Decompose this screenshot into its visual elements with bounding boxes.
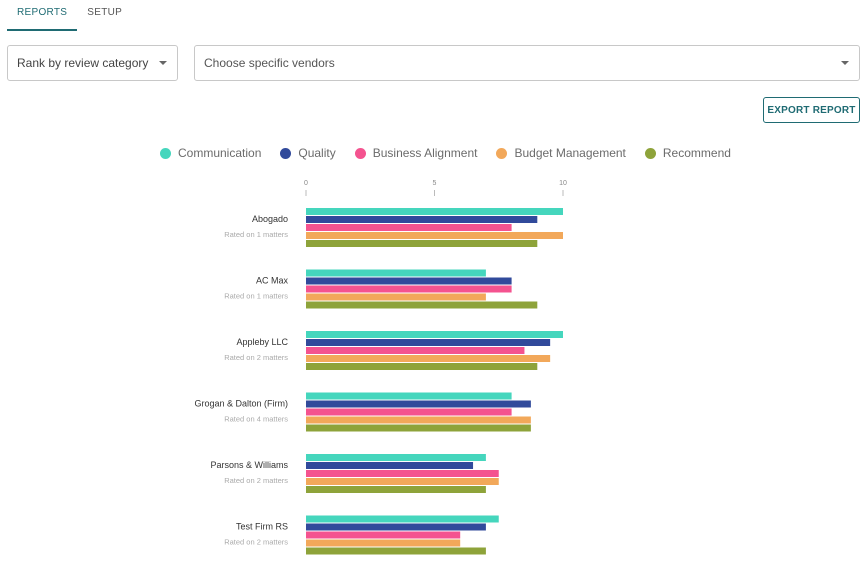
vendor-name-label: Parsons & Williams [210, 460, 288, 470]
rated-matters-label: Rated on 2 matters [224, 538, 288, 547]
legend-label: Budget Management [514, 146, 626, 160]
vendor-select-placeholder: Choose specific vendors [204, 56, 335, 70]
tab-reports[interactable]: REPORTS [7, 0, 78, 31]
legend-label: Quality [298, 146, 336, 160]
x-tick-label: 10 [559, 180, 567, 187]
bar-budget-management [306, 416, 531, 424]
bar-budget-management [306, 539, 461, 547]
rank-select-label: Rank by review category [17, 56, 149, 70]
legend-item-quality[interactable]: Quality [280, 146, 336, 160]
bar-business-alignment [306, 224, 512, 231]
legend-item-communication[interactable]: Communication [160, 146, 261, 160]
rated-matters-label: Rated on 4 matters [224, 415, 288, 424]
bar-recommend [306, 547, 486, 555]
bar-business-alignment [306, 347, 525, 354]
bar-business-alignment [306, 470, 499, 477]
bar-quality [306, 277, 512, 285]
bar-communication [306, 454, 486, 461]
vendor-name-label: Appleby LLC [236, 337, 288, 347]
chevron-down-icon [841, 61, 849, 65]
bar-recommend [306, 363, 538, 370]
rated-matters-label: Rated on 1 matters [224, 292, 288, 301]
bar-quality [306, 216, 538, 223]
tab-setup[interactable]: SETUP [87, 7, 123, 18]
legend-item-business-alignment[interactable]: Business Alignment [354, 146, 478, 160]
legend-dot-icon [280, 147, 292, 159]
vendor-name-label: AC Max [256, 276, 289, 286]
bar-communication [306, 269, 486, 277]
legend-label: Communication [178, 146, 262, 160]
legend-label: Business Alignment [372, 146, 478, 160]
bar-budget-management [306, 355, 551, 362]
bar-quality [306, 462, 474, 469]
vendor-name-label: Abogado [252, 214, 288, 224]
legend-dot-icon [496, 147, 508, 159]
legend-label: Recommend [662, 146, 731, 160]
vendor-select[interactable]: Choose specific vendors [194, 45, 860, 81]
vendor-name-label: Grogan & Dalton (Firm) [194, 399, 288, 409]
bar-business-alignment [306, 408, 512, 416]
bar-quality [306, 339, 551, 346]
bar-budget-management [306, 293, 486, 301]
bar-recommend [306, 301, 538, 309]
bar-budget-management [306, 232, 563, 239]
vendor-name-label: Test Firm RS [236, 522, 288, 532]
bar-quality [306, 400, 531, 408]
bar-budget-management [306, 478, 499, 485]
bar-communication [306, 515, 499, 523]
chevron-down-icon [159, 61, 167, 65]
bar-recommend [306, 486, 486, 493]
rank-by-category-select[interactable]: Rank by review category [7, 45, 178, 81]
bar-communication [306, 392, 512, 400]
x-tick-label: 0 [304, 180, 308, 187]
rated-matters-label: Rated on 2 matters [224, 476, 288, 485]
rated-matters-label: Rated on 2 matters [224, 353, 288, 362]
bar-business-alignment [306, 285, 512, 293]
bar-communication [306, 331, 563, 338]
legend-dot-icon [644, 147, 656, 159]
legend-dot-icon [354, 147, 366, 159]
rated-matters-label: Rated on 1 matters [224, 230, 288, 239]
bar-recommend [306, 240, 538, 247]
legend-dot-icon [160, 147, 171, 159]
bar-communication [306, 208, 563, 215]
bar-recommend [306, 424, 531, 432]
bar-quality [306, 523, 486, 531]
bar-business-alignment [306, 531, 461, 539]
legend-item-recommend[interactable]: Recommend [644, 146, 731, 160]
vendor-ratings-bar-chart: 0 5 10 Abogado Rated on 1 matters AC Max Rated… [194, 180, 567, 555]
legend-item-budget-management[interactable]: Budget Management [496, 146, 626, 160]
chart-legend: Communication Quality Business Alignment… [160, 146, 750, 160]
tab-bar: REPORTS SETUP [7, 0, 132, 31]
export-report-button[interactable]: EXPORT REPORT [763, 97, 860, 123]
x-tick-label: 5 [433, 180, 437, 187]
